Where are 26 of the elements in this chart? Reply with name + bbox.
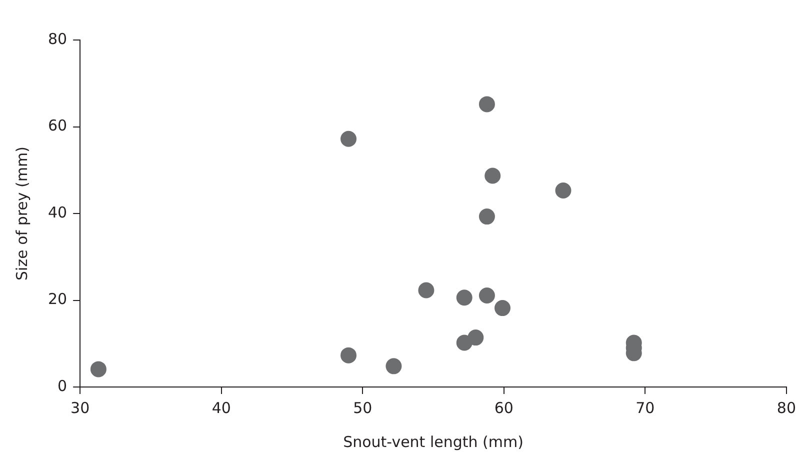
- point: [478, 208, 495, 225]
- x-tick-label: 70: [636, 398, 655, 417]
- point: [494, 300, 510, 316]
- point: [340, 347, 357, 364]
- y-tick-label: 60: [48, 116, 68, 135]
- y-axis-title: Size of prey (mm): [12, 146, 31, 280]
- x-axis-title: Snout-vent length (mm): [343, 432, 524, 451]
- point: [386, 358, 402, 374]
- y-tick-label: 20: [48, 290, 68, 308]
- x-tick-label: 30: [70, 398, 90, 417]
- point: [555, 182, 572, 199]
- point: [418, 282, 434, 298]
- x-tick-label: 40: [212, 398, 231, 417]
- y-tick-label: 40: [48, 203, 68, 222]
- point: [484, 168, 501, 184]
- point: [340, 130, 357, 147]
- point: [90, 361, 106, 378]
- point: [468, 330, 484, 346]
- x-tick-label: 50: [353, 398, 372, 417]
- point: [456, 290, 472, 306]
- x-tick-label: 60: [494, 398, 514, 417]
- point: [478, 287, 495, 304]
- x-tick-label: 80: [776, 398, 796, 417]
- y-tick-label: 80: [48, 30, 68, 48]
- point: [478, 96, 495, 112]
- y-tick-label: 0: [58, 376, 68, 395]
